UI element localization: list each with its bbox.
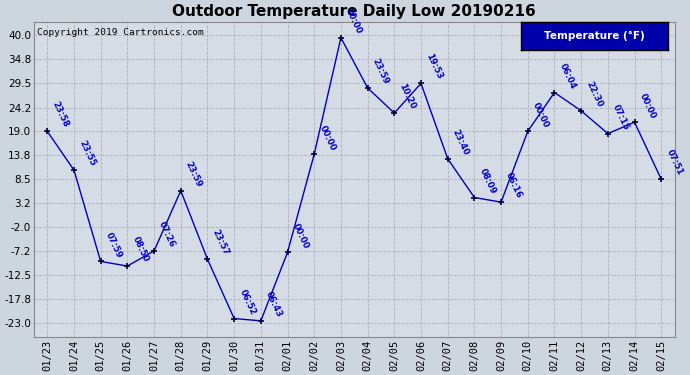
Text: 23:55: 23:55 xyxy=(77,140,97,168)
Text: 23:40: 23:40 xyxy=(451,128,471,156)
Text: 00:00: 00:00 xyxy=(531,101,551,129)
Text: 07:26: 07:26 xyxy=(157,220,177,249)
Title: Outdoor Temperature Daily Low 20190216: Outdoor Temperature Daily Low 20190216 xyxy=(172,4,536,19)
Text: 19:53: 19:53 xyxy=(424,53,444,81)
Text: 08:50: 08:50 xyxy=(130,236,150,264)
Text: 22:30: 22:30 xyxy=(584,80,604,108)
Text: 00:00: 00:00 xyxy=(290,222,310,250)
Text: 07:51: 07:51 xyxy=(664,148,684,177)
Text: 07:59: 07:59 xyxy=(104,231,124,259)
Text: 10:20: 10:20 xyxy=(397,82,417,111)
Text: 00:00: 00:00 xyxy=(317,124,337,152)
Text: 23:59: 23:59 xyxy=(184,160,204,188)
Text: 23:57: 23:57 xyxy=(210,228,230,257)
Text: 06:16: 06:16 xyxy=(504,171,524,200)
Text: 23:58: 23:58 xyxy=(50,100,70,129)
Text: 08:09: 08:09 xyxy=(477,167,497,195)
Text: 00:00: 00:00 xyxy=(344,7,364,35)
Text: 06:52: 06:52 xyxy=(237,288,257,316)
Text: Copyright 2019 Cartronics.com: Copyright 2019 Cartronics.com xyxy=(37,28,204,37)
Text: 06:43: 06:43 xyxy=(264,290,284,318)
Text: 07:15: 07:15 xyxy=(611,103,631,131)
Text: 00:00: 00:00 xyxy=(638,92,658,120)
Text: 23:59: 23:59 xyxy=(371,57,391,86)
Text: 06:04: 06:04 xyxy=(558,62,578,90)
